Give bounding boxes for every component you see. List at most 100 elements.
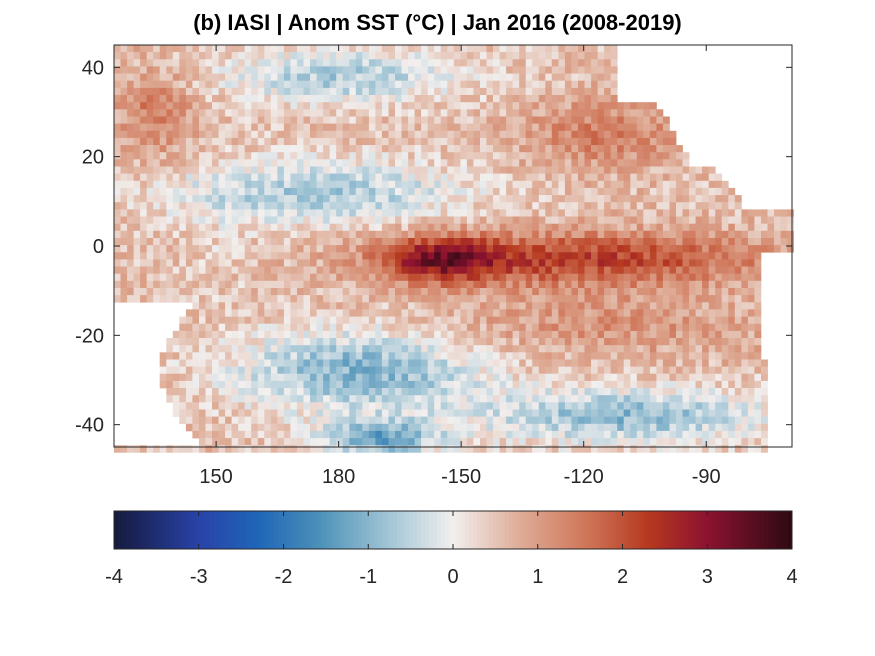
map-cell: [564, 102, 572, 110]
map-cell: [381, 309, 389, 317]
map-cell: [715, 345, 723, 353]
map-cell: [617, 223, 625, 232]
map-cell: [682, 288, 690, 296]
map-cell: [238, 345, 246, 353]
map-cell: [316, 266, 324, 274]
map-cell: [257, 159, 265, 167]
map-cell: [597, 402, 605, 410]
map-cell: [323, 416, 330, 425]
map-cell: [662, 373, 670, 382]
map-cell: [440, 145, 448, 153]
map-cell: [591, 130, 598, 139]
map-cell: [512, 66, 520, 74]
map-cell: [401, 87, 409, 96]
map-cell: [270, 66, 278, 74]
map-cell: [466, 123, 474, 132]
map-cell: [591, 273, 598, 282]
map-cell: [715, 366, 723, 375]
map-cell: [695, 359, 703, 367]
map-cell: [323, 238, 330, 246]
map-cell: [460, 66, 468, 74]
map-cell: [349, 202, 357, 210]
map-cell: [623, 230, 631, 239]
map-cell: [649, 202, 657, 210]
map-cell: [728, 230, 736, 239]
map-cell: [741, 238, 749, 246]
map-cell: [747, 209, 755, 217]
map-cell: [591, 216, 598, 224]
map-cell: [395, 302, 402, 310]
map-cell: [146, 252, 154, 260]
map-cell: [499, 202, 507, 210]
map-cell: [251, 209, 259, 217]
map-cell: [257, 216, 265, 224]
map-cell: [453, 216, 461, 224]
map-cell: [506, 59, 513, 67]
map-cell: [388, 288, 396, 296]
map-cell: [159, 288, 167, 296]
map-cell: [493, 273, 500, 282]
map-cell: [283, 309, 291, 317]
map-cell: [238, 288, 246, 296]
map-cell: [708, 409, 716, 417]
map-cell: [349, 316, 357, 325]
map-cell: [604, 416, 611, 425]
map-cell: [434, 402, 442, 410]
map-cell: [414, 137, 422, 146]
map-cell: [257, 59, 265, 67]
map-cell: [630, 116, 638, 124]
map-cell: [414, 166, 422, 174]
map-cell: [466, 216, 474, 224]
map-cell: [715, 373, 723, 382]
map-cell: [584, 302, 592, 310]
map-cell: [584, 59, 592, 67]
map-cell: [499, 373, 507, 382]
map-cell: [408, 266, 415, 274]
map-cell: [676, 373, 683, 382]
map-cell: [244, 252, 252, 260]
map-cell: [401, 395, 409, 403]
map-cell: [708, 252, 716, 260]
map-cell: [185, 409, 193, 417]
map-cell: [512, 216, 520, 224]
map-cell: [179, 216, 187, 224]
map-cell: [493, 316, 500, 325]
map-cell: [506, 302, 513, 310]
map-cell: [381, 45, 389, 53]
map-cell: [146, 87, 154, 96]
map-cell: [395, 73, 402, 82]
map-cell: [166, 137, 174, 146]
map-cell: [349, 345, 357, 353]
map-cell: [355, 402, 363, 410]
map-cell: [682, 330, 690, 339]
map-cell: [669, 245, 677, 253]
map-cell: [656, 295, 664, 303]
map-cell: [316, 73, 324, 82]
map-cell: [486, 130, 494, 139]
map-cell: [408, 202, 415, 210]
map-cell: [708, 280, 716, 289]
map-cell: [604, 216, 611, 224]
map-cell: [329, 373, 337, 382]
map-cell: [558, 230, 566, 239]
map-cell: [728, 280, 736, 289]
map-cell: [610, 416, 618, 425]
map-cell: [133, 259, 141, 267]
map-cell: [172, 288, 180, 296]
map-cell: [519, 80, 527, 89]
map-cell: [453, 380, 461, 389]
map-cell: [623, 402, 631, 410]
map-cell: [473, 295, 481, 303]
map-cell: [114, 130, 121, 139]
map-cell: [368, 309, 376, 317]
map-cell: [643, 187, 651, 196]
map-cell: [218, 73, 226, 82]
map-cell: [381, 202, 389, 210]
map-cell: [251, 116, 259, 124]
map-cell: [643, 152, 651, 160]
map-cell: [656, 330, 664, 339]
map-cell: [656, 395, 664, 403]
map-cell: [538, 238, 546, 246]
map-cell: [747, 338, 755, 346]
map-cell: [682, 430, 690, 439]
